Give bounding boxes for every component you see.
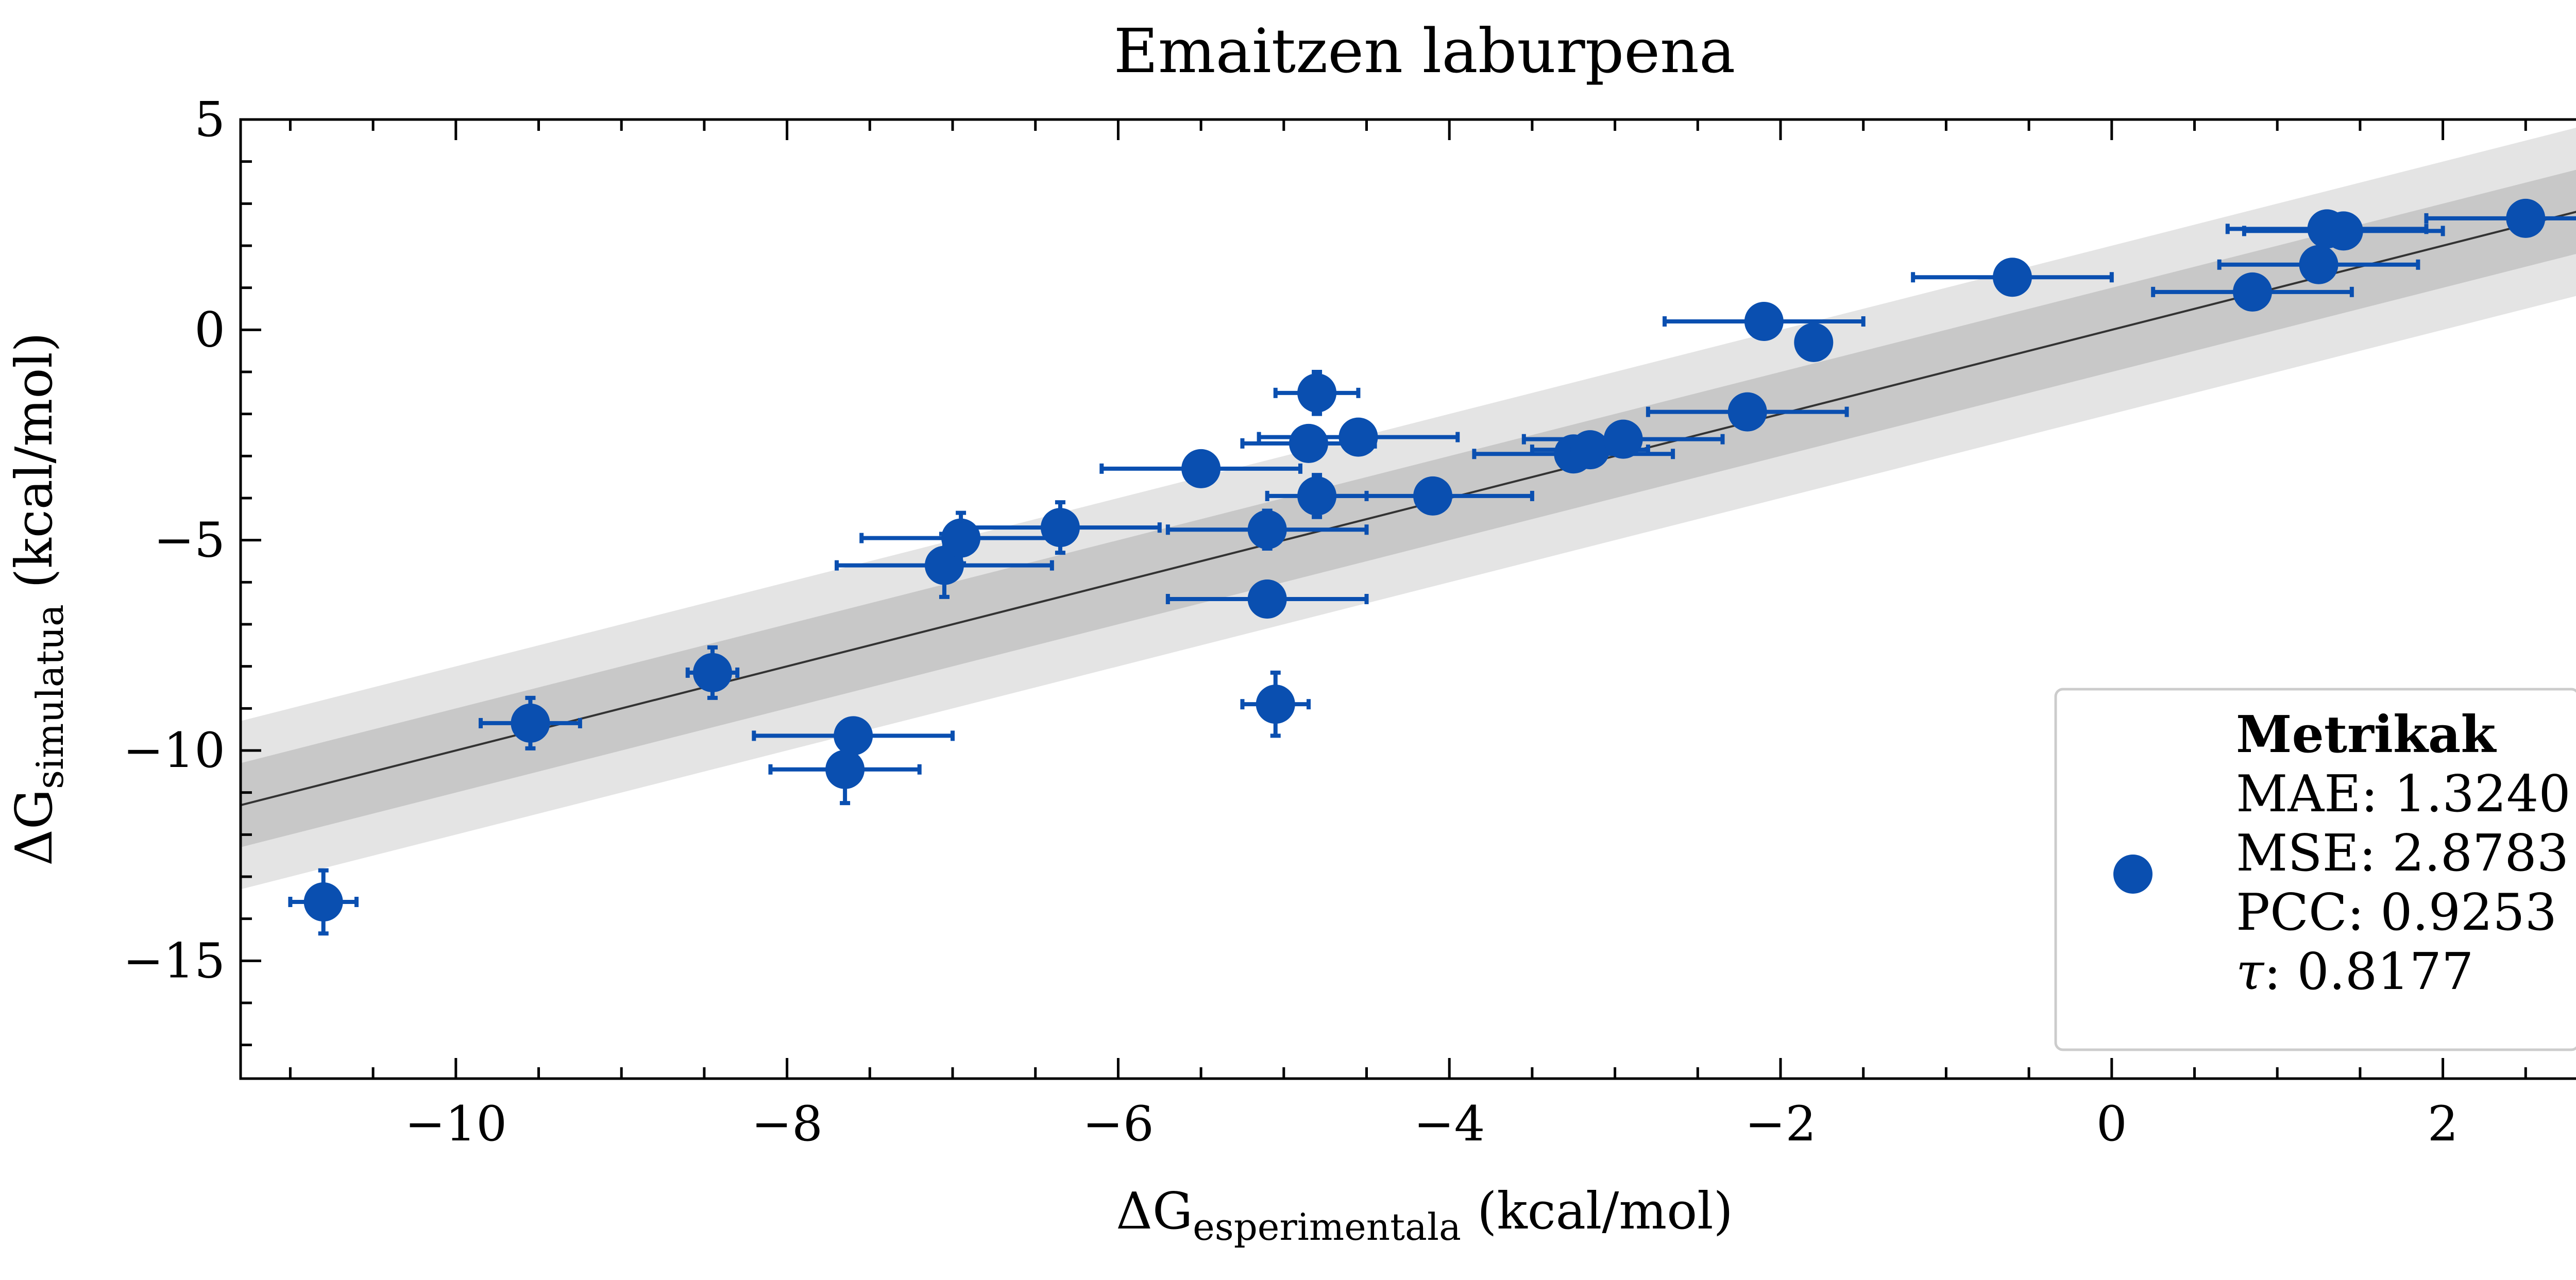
data-point-14 — [1257, 417, 1460, 457]
legend-tau-symbol: τ — [2236, 943, 2265, 1001]
data-marker — [1289, 423, 1329, 463]
data-marker — [1744, 302, 1784, 341]
y-axis-label: ΔGsimulatua (kcal/mol) — [5, 332, 72, 866]
x-tick-label: −10 — [405, 1096, 507, 1152]
x-axis-label-suffix: (kcal/mol) — [1461, 1182, 1733, 1241]
data-point-15 — [1265, 473, 1369, 519]
data-point-11 — [1240, 670, 1311, 738]
data-marker — [834, 716, 873, 756]
data-points-layer — [288, 198, 2576, 936]
data-point-24 — [2151, 272, 2354, 312]
legend-box — [2054, 688, 2576, 1051]
data-marker — [1413, 476, 1453, 516]
data-marker — [1338, 417, 1378, 457]
data-marker — [511, 703, 550, 743]
x-tick-label: −2 — [1745, 1096, 1817, 1152]
data-marker — [1603, 419, 1643, 459]
data-marker — [2299, 245, 2338, 284]
data-point-27 — [2242, 211, 2445, 251]
x-tick-label: −6 — [1082, 1096, 1154, 1152]
data-point-9 — [1165, 508, 1369, 551]
x-axis-label: ΔGesperimentala (kcal/mol) — [1116, 1182, 1733, 1249]
x-tick-label: 0 — [2096, 1096, 2127, 1152]
data-marker — [303, 882, 343, 921]
x-tick-label: −8 — [751, 1096, 823, 1152]
chart-title: Emaitzen laburpena — [1114, 15, 1736, 87]
data-marker — [825, 749, 865, 789]
data-point-20 — [1646, 392, 1849, 432]
data-point-1 — [479, 695, 582, 750]
legend-marker — [2113, 855, 2153, 894]
x-tick-label: 2 — [2428, 1096, 2459, 1152]
data-marker — [1297, 373, 1337, 413]
data-marker — [1297, 476, 1337, 516]
data-point-12 — [1273, 370, 1361, 416]
data-marker — [692, 653, 732, 692]
y-tick-label: −10 — [123, 723, 225, 779]
legend-mae: MAE: 1.3240 — [2236, 765, 2571, 824]
data-point-21 — [1663, 302, 1866, 341]
data-marker — [2324, 211, 2363, 251]
data-marker — [1794, 322, 1834, 362]
legend-mse: MSE: 2.8783 — [2236, 824, 2569, 883]
data-marker — [1992, 258, 2032, 297]
ticks-layer — [241, 118, 2527, 1079]
data-marker — [1727, 392, 1767, 432]
y-tick-label: −5 — [154, 513, 225, 569]
data-point-4 — [768, 733, 922, 806]
y-axis-label-prefix: ΔG — [5, 789, 64, 866]
data-marker — [1247, 579, 1287, 619]
data-point-28 — [2424, 198, 2576, 238]
legend-title: Metrikak — [2236, 705, 2497, 764]
data-point-16 — [1331, 476, 1534, 516]
y-axis-label-suffix: (kcal/mol) — [5, 332, 64, 604]
data-marker — [1040, 508, 1080, 548]
legend-tau: τ: 0.8177 — [2236, 943, 2473, 1001]
y-axis-label-subscript: simulatua — [28, 604, 72, 789]
x-axis-label-subscript: esperimentala — [1193, 1205, 1461, 1249]
data-marker — [1181, 449, 1221, 488]
y-tick-label: 0 — [194, 302, 225, 358]
legend-tau-value: : 0.8177 — [2264, 943, 2473, 1001]
data-point-23 — [1911, 258, 2114, 297]
legend-pcc: PCC: 0.9253 — [2236, 883, 2557, 942]
legend: Metrikak MAE: 1.3240 MSE: 2.8783 PCC: 0.… — [2054, 688, 2576, 1051]
data-point-10 — [1165, 579, 1369, 619]
y-tick-label: −15 — [123, 933, 225, 989]
tick-labels-layer: −10 −8 −6 −4 −2 0 2 5 0 −5 −10 −15 — [123, 92, 2459, 1152]
data-marker — [2506, 198, 2546, 238]
data-point-25 — [2217, 245, 2420, 284]
plot-frame — [239, 118, 2576, 1080]
data-point-2 — [685, 645, 740, 700]
data-point-0 — [288, 868, 359, 936]
data-point-7 — [959, 500, 1162, 555]
data-point-8 — [1099, 449, 1302, 488]
data-point-22 — [1794, 322, 1834, 362]
x-axis-label-prefix: ΔG — [1116, 1182, 1193, 1241]
x-tick-label: −4 — [1414, 1096, 1485, 1152]
data-marker — [1247, 510, 1287, 550]
data-point-19 — [1521, 419, 1725, 459]
data-marker — [1256, 685, 1295, 724]
data-marker — [1570, 430, 1610, 470]
data-marker — [2232, 272, 2272, 312]
y-tick-label: 5 — [194, 92, 225, 148]
